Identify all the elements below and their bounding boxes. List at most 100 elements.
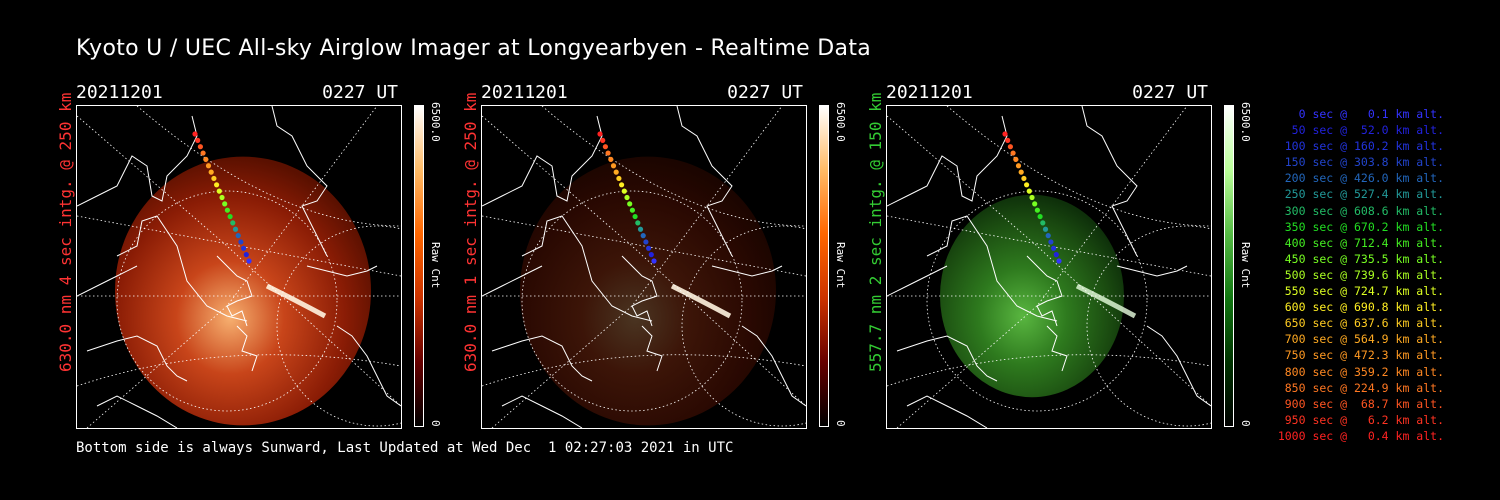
trajectory-point: [608, 156, 614, 162]
panel-2-colorbar: [819, 105, 829, 427]
panel-2-side-label: 630.0 nm 1 sec intg. @ 250 km: [461, 92, 480, 372]
trajectory-point: [1045, 233, 1051, 239]
trajectory-point: [224, 207, 230, 213]
panel-3-colorbar-label: Raw Cnt: [1239, 242, 1252, 289]
panel-2-time: 0227 UT: [727, 82, 803, 103]
trajectory-point: [200, 150, 206, 156]
legend-entry: 950 sec @ 6.2 km alt.: [1284, 412, 1444, 427]
trajectory-point: [219, 194, 225, 201]
legend-entry: 850 sec @ 224.9 km alt.: [1284, 380, 1444, 395]
legend-entry: 700 sec @ 564.9 km alt.: [1284, 332, 1444, 347]
panel-1-side-label: 630.0 nm 4 sec intg. @ 250 km: [56, 92, 75, 372]
trajectory-point: [238, 239, 244, 245]
panel-2-colorbar-label: Raw Cnt: [834, 242, 847, 289]
trajectory-point: [232, 226, 239, 232]
trajectory-point: [230, 220, 236, 226]
trajectory-point: [1037, 213, 1043, 220]
trajectory-point: [605, 150, 611, 156]
trajectory-point: [1018, 169, 1024, 175]
panel-1-colorbar: [414, 105, 424, 427]
trajectory-point: [1024, 182, 1030, 188]
panel-3-image: [886, 105, 1212, 429]
trajectory-point: [1048, 239, 1054, 245]
trajectory-point: [1032, 201, 1038, 207]
legend-entry: 550 sec @ 724.7 km alt.: [1284, 284, 1444, 299]
page-title: Kyoto U / UEC All-sky Airglow Imager at …: [76, 36, 872, 61]
legend-entry: 500 sec @ 739.6 km alt.: [1284, 267, 1444, 282]
trajectory-point: [211, 175, 217, 182]
legend-entry: 450 sec @ 735.5 km alt.: [1284, 251, 1444, 266]
panel-3-colorbar: [1224, 105, 1234, 427]
legend-entry: 100 sec @ 160.2 km alt.: [1284, 139, 1444, 154]
panel-1-colorbar-max: 6500.0: [429, 102, 442, 142]
legend-entry: 1000 sec @ 0.4 km alt.: [1277, 428, 1444, 443]
trajectory-point: [632, 213, 638, 220]
trajectory-point: [637, 226, 644, 232]
trajectory-point: [1015, 163, 1022, 169]
trajectory-point: [1056, 258, 1062, 264]
trajectory-point: [616, 175, 622, 182]
footer-status: Bottom side is always Sunward, Last Upda…: [76, 440, 734, 456]
trajectory-point: [203, 156, 209, 162]
trajectory-point: [1021, 175, 1027, 182]
panel-2-image: [481, 105, 807, 429]
trajectory-point: [619, 182, 625, 188]
trajectory-point: [1040, 220, 1046, 226]
panel-3-map: [887, 106, 1211, 428]
trajectory-point: [635, 220, 641, 226]
trajectory-point: [214, 182, 220, 188]
panel-3-time: 0227 UT: [1132, 82, 1208, 103]
legend-entry: 750 sec @ 472.3 km alt.: [1284, 348, 1444, 363]
trajectory-point: [1029, 194, 1035, 201]
panel-2-map: [482, 106, 806, 428]
panel-1-date: 20211201: [76, 82, 163, 103]
airglow-disk: [520, 156, 776, 426]
legend-entry: 350 sec @ 670.2 km alt.: [1284, 219, 1444, 234]
panel-1-colorbar-min: 0: [429, 420, 442, 427]
panel-1-time: 0227 UT: [322, 82, 398, 103]
trajectory-point: [640, 233, 646, 239]
panel-3-colorbar-max: 6500.0: [1239, 102, 1252, 142]
trajectory-point: [1010, 150, 1016, 156]
trajectory-point: [1053, 252, 1059, 258]
trajectory-point: [610, 163, 617, 169]
legend-entry: 150 sec @ 303.8 km alt.: [1284, 155, 1444, 170]
trajectory-point: [643, 239, 649, 245]
legend-entry: 50 sec @ 52.0 km alt.: [1291, 123, 1444, 138]
legend-entry: 200 sec @ 426.0 km alt.: [1284, 171, 1444, 186]
trajectory-point: [222, 201, 228, 207]
airglow-disk: [115, 156, 371, 426]
trajectory-point: [621, 188, 627, 194]
trajectory-point: [651, 258, 657, 264]
trajectory-point: [197, 144, 203, 150]
trajectory-point: [602, 144, 608, 150]
trajectory-point: [246, 258, 252, 264]
trajectory-point: [1002, 131, 1008, 137]
legend-entry: 900 sec @ 68.7 km alt.: [1284, 396, 1444, 411]
trajectory-point: [629, 207, 635, 213]
trajectory-point: [241, 245, 247, 251]
trajectory-point: [1026, 188, 1032, 194]
panel-2-colorbar-max: 6500.0: [834, 102, 847, 142]
legend-entry: 650 sec @ 637.6 km alt.: [1284, 316, 1444, 331]
legend-entry: 600 sec @ 690.8 km alt.: [1284, 300, 1444, 315]
trajectory-point: [235, 233, 241, 239]
trajectory-point: [648, 252, 654, 258]
trajectory-point: [1007, 144, 1013, 150]
trajectory-point: [243, 252, 249, 258]
legend-entry: 0 sec @ 0.1 km alt.: [1298, 107, 1444, 121]
trajectory-point: [1013, 156, 1019, 162]
trajectory-point: [1005, 137, 1011, 143]
trajectory-point: [624, 194, 630, 201]
trajectory-point: [216, 188, 222, 194]
panel-3-date: 20211201: [886, 82, 973, 103]
trajectory-point: [613, 169, 619, 175]
trajectory-point: [192, 131, 198, 137]
panel-3-side-label: 557.7 nm 2 sec intg. @ 150 km: [866, 92, 885, 372]
legend-entry: 300 sec @ 608.6 km alt.: [1284, 203, 1444, 218]
trajectory-point: [597, 131, 603, 137]
legend-entry: 800 sec @ 359.2 km alt.: [1284, 364, 1444, 379]
panel-3-colorbar-min: 0: [1239, 420, 1252, 427]
panel-2-colorbar-min: 0: [834, 420, 847, 427]
trajectory-legend: 0 sec @ 0.1 km alt. 50 sec @ 52.0 km alt.…: [1262, 106, 1444, 444]
